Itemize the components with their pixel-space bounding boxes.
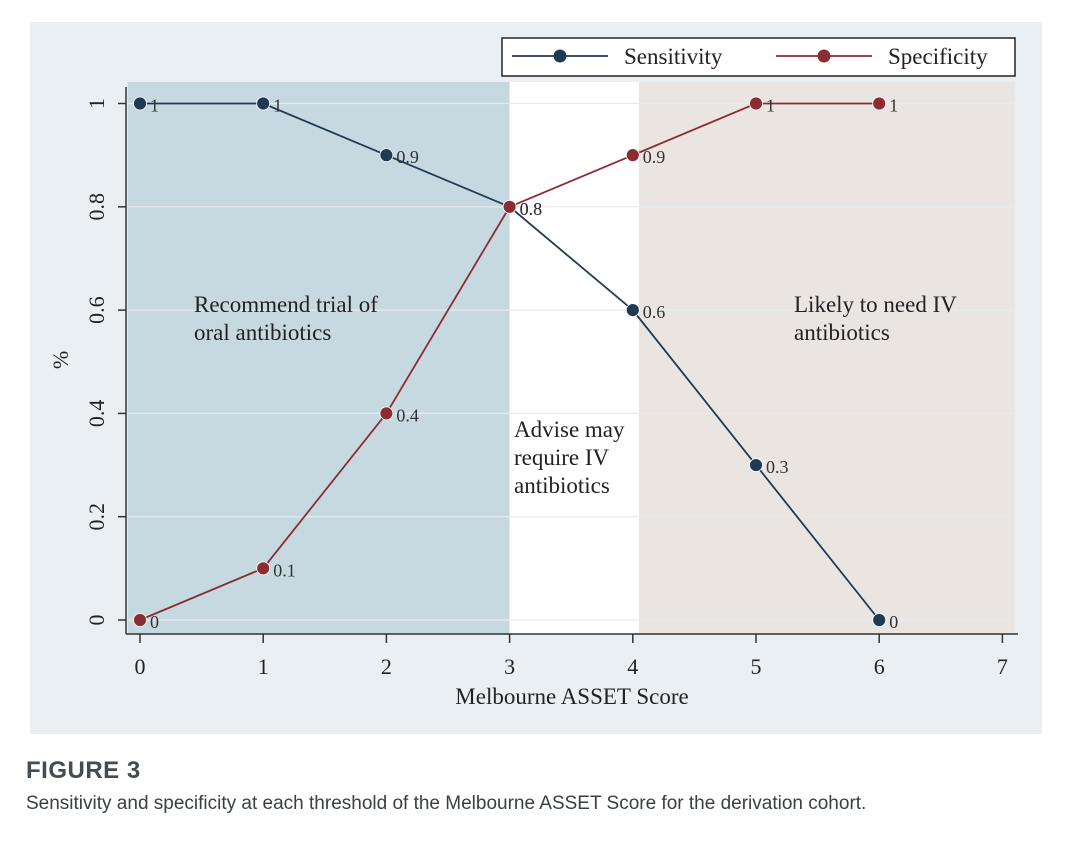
sensitivity-data-label-3: 0.8: [520, 199, 543, 219]
region-label-2-line-0: Likely to need IV: [794, 292, 957, 317]
figure-label: FIGURE 3: [26, 757, 141, 784]
figure-panel: 0 0.2 0.4 0.6 0.8 1 0 1 2 3 4 5 6 7 Melbourne ASSET Sc…: [30, 22, 1042, 734]
region-label-1-line-0: Advise may: [514, 417, 625, 442]
specificity-data-label-4: 0.9: [643, 147, 666, 167]
specificity-data-label-2: 0.4: [396, 405, 419, 425]
region-label-1-line-1: require IV: [514, 445, 610, 470]
region-0: [127, 82, 510, 634]
x-tick-label-5: 5: [751, 654, 762, 679]
x-axis-title: Melbourne ASSET Score: [455, 684, 688, 709]
sensitivity-point-5: [749, 458, 763, 472]
region-label-0-line-0: Recommend trial of: [194, 292, 378, 317]
y-tick-label-1: 0.2: [84, 503, 109, 531]
specificity-data-label-3: 0.8: [520, 199, 543, 219]
sensitivity-data-label-4: 0.6: [643, 302, 666, 322]
specificity-point-5: [749, 96, 763, 111]
x-tick-label-1: 1: [258, 654, 269, 679]
sensitivity-data-label-0: 1: [150, 96, 159, 116]
sensitivity-point-1: [256, 96, 271, 111]
legend-marker-sensitivity: [553, 49, 567, 63]
specificity-point-4: [625, 148, 640, 163]
region-label-0-line-1: oral antibiotics: [194, 320, 331, 345]
specificity-point-3: [502, 199, 517, 214]
x-tick-label-7: 7: [997, 654, 1008, 679]
chart: 0 0.2 0.4 0.6 0.8 1 0 1 2 3 4 5 6 7 Melbourne ASSET Sc…: [48, 37, 1018, 709]
region-label-2-line-1: antibiotics: [794, 320, 890, 345]
y-tick-label-4: 0.8: [84, 193, 109, 221]
y-tick-label-5: 1: [84, 98, 109, 109]
x-tick-label-2: 2: [381, 654, 392, 679]
legend-label-specificity: Specificity: [888, 44, 988, 69]
specificity-data-label-1: 0.1: [273, 560, 296, 580]
specificity-data-label-6: 1: [889, 96, 898, 116]
sensitivity-point-6: [872, 613, 887, 627]
x-tick-label-0: 0: [135, 654, 146, 679]
region-label-1-line-2: antibiotics: [514, 473, 610, 498]
x-tick-label-3: 3: [504, 654, 515, 679]
y-tick-label-2: 0.4: [84, 400, 109, 428]
region-1: [509, 82, 639, 634]
legend-label-sensitivity: Sensitivity: [624, 44, 723, 69]
sensitivity-point-2: [379, 148, 394, 163]
specificity-data-label-0: 0: [150, 612, 159, 632]
sensitivity-data-label-1: 1: [273, 96, 282, 116]
specificity-point-0: [133, 613, 147, 627]
x-tick-label-6: 6: [874, 654, 885, 679]
specificity-point-2: [379, 406, 394, 421]
sensitivity-point-4: [625, 303, 640, 318]
specificity-point-6: [872, 96, 887, 111]
sensitivity-point-0: [133, 96, 147, 111]
sensitivity-data-label-5: 0.3: [766, 457, 789, 477]
figure-caption: Sensitivity and specificity at each thre…: [26, 793, 867, 814]
sensitivity-data-label-6: 0: [889, 612, 898, 632]
legend-box: [501, 37, 1016, 77]
y-tick-label-3: 0.6: [84, 296, 109, 324]
y-axis-title: %: [48, 351, 73, 369]
specificity-data-label-5: 1: [766, 96, 775, 116]
y-tick-label-0: 0: [84, 615, 109, 626]
sensitivity-data-label-2: 0.9: [396, 147, 419, 167]
region-2: [638, 82, 1015, 634]
specificity-point-1: [256, 561, 271, 576]
legend-marker-specificity: [817, 49, 831, 63]
x-tick-label-4: 4: [627, 654, 638, 679]
